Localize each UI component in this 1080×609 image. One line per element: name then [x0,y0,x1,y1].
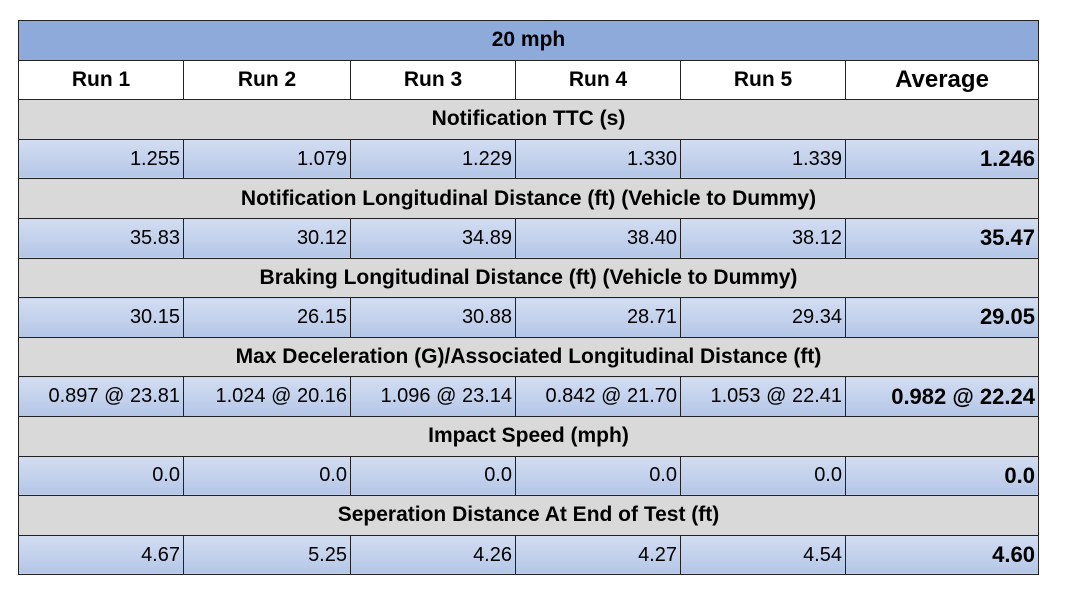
average-cell: 1.246 [845,138,1039,180]
section-label: Notification TTC (s) [18,99,1039,140]
value-cell: 1.079 [183,138,351,180]
average-cell: 0.0 [845,455,1039,497]
table-title: 20 mph [18,20,1039,61]
section-row: Max Deceleration (G)/Associated Longitud… [18,336,1039,378]
value-cell: 30.88 [350,297,516,338]
section-label: Max Deceleration (G)/Associated Longitud… [18,336,1039,378]
value-row: 35.83 30.12 34.89 38.40 38.12 35.47 [18,217,1039,259]
value-cell: 0.0 [515,455,681,497]
value-cell: 0.0 [183,455,351,497]
value-cell: 38.12 [680,217,846,259]
average-cell: 35.47 [845,217,1039,259]
average-cell: 4.60 [845,534,1039,576]
value-cell: 1.255 [18,138,184,180]
value-row: 0.897 @ 23.81 1.024 @ 20.16 1.096 @ 23.14 0… [18,376,1039,417]
value-cell: 29.34 [680,297,846,338]
column-header: Run 4 [515,59,681,101]
column-header: Run 3 [350,59,516,101]
value-cell: 1.024 @ 20.16 [183,376,351,417]
value-cell: 26.15 [183,297,351,338]
column-header: Run 1 [18,59,184,101]
section-row: Notification TTC (s) [18,99,1039,140]
value-cell: 28.71 [515,297,681,338]
value-cell: 0.842 @ 21.70 [515,376,681,417]
header-row: Run 1 Run 2 Run 3 Run 4 Run 5 Average [18,59,1039,101]
section-row: Impact Speed (mph) [18,415,1039,457]
section-row: Braking Longitudinal Distance (ft) (Vehi… [18,257,1039,299]
value-cell: 34.89 [350,217,516,259]
section-label: Impact Speed (mph) [18,415,1039,457]
results-table: 20 mph Run 1 Run 2 Run 3 Run 4 Run 5 Average N… [18,20,1039,576]
value-cell: 4.26 [350,534,516,576]
section-label: Notification Longitudinal Distance (ft) … [18,178,1039,219]
value-row: 4.67 5.25 4.26 4.27 4.54 4.60 [18,534,1039,576]
value-cell: 4.67 [18,534,184,576]
value-cell: 4.54 [680,534,846,576]
table-body: 20 mph Run 1 Run 2 Run 3 Run 4 Run 5 Average N… [18,20,1039,576]
value-cell: 1.229 [350,138,516,180]
value-cell: 1.339 [680,138,846,180]
value-cell: 38.40 [515,217,681,259]
value-cell: 35.83 [18,217,184,259]
column-header: Run 2 [183,59,351,101]
value-cell: 5.25 [183,534,351,576]
value-cell: 4.27 [515,534,681,576]
average-cell: 29.05 [845,297,1039,338]
value-row: 30.15 26.15 30.88 28.71 29.34 29.05 [18,297,1039,338]
value-cell: 0.0 [680,455,846,497]
title-row: 20 mph [18,20,1039,61]
value-row: 0.0 0.0 0.0 0.0 0.0 0.0 [18,455,1039,497]
section-label: Seperation Distance At End of Test (ft) [18,495,1039,536]
value-cell: 30.15 [18,297,184,338]
value-cell: 0.897 @ 23.81 [18,376,184,417]
average-cell: 0.982 @ 22.24 [845,376,1039,417]
value-cell: 1.330 [515,138,681,180]
value-row: 1.255 1.079 1.229 1.330 1.339 1.246 [18,138,1039,180]
value-cell: 0.0 [350,455,516,497]
value-cell: 1.053 @ 22.41 [680,376,846,417]
section-label: Braking Longitudinal Distance (ft) (Vehi… [18,257,1039,299]
value-cell: 1.096 @ 23.14 [350,376,516,417]
column-header: Average [845,59,1039,101]
value-cell: 0.0 [18,455,184,497]
section-row: Notification Longitudinal Distance (ft) … [18,178,1039,219]
section-row: Seperation Distance At End of Test (ft) [18,495,1039,536]
column-header: Run 5 [680,59,846,101]
value-cell: 30.12 [183,217,351,259]
